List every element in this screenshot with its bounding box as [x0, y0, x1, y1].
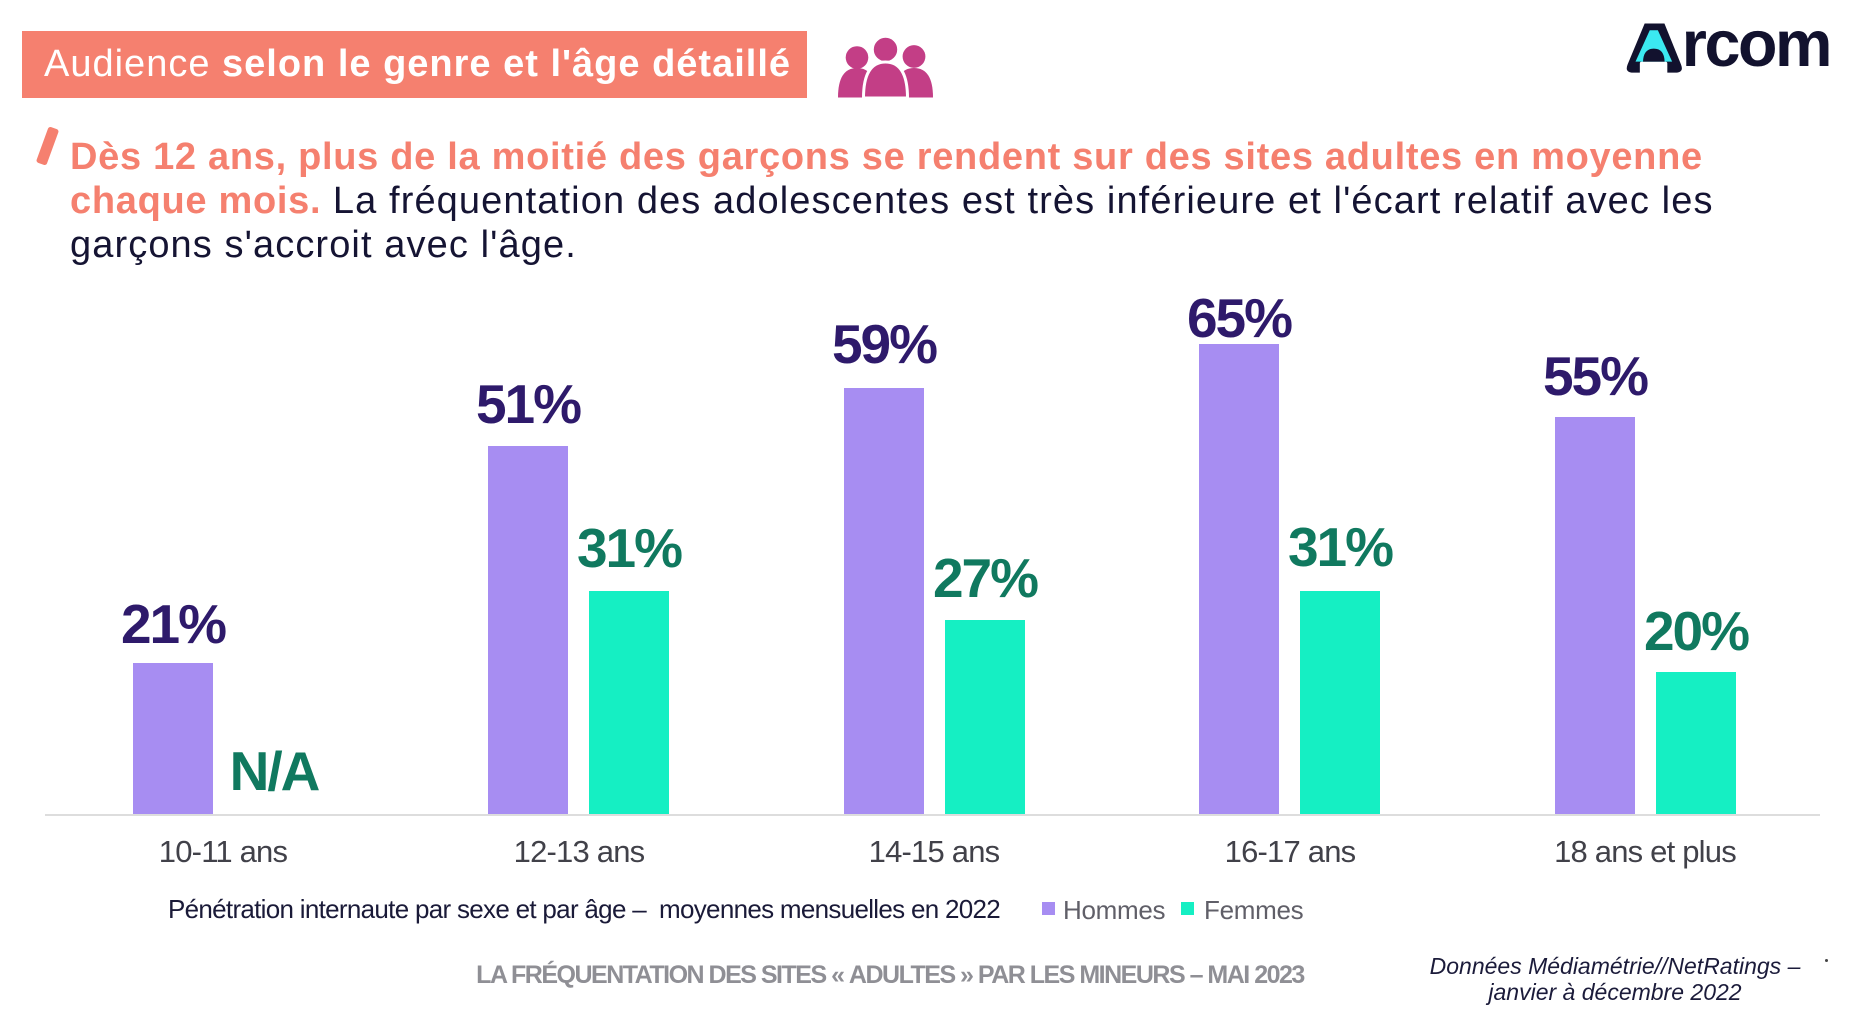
svg-text:rcom: rcom [1682, 23, 1830, 77]
